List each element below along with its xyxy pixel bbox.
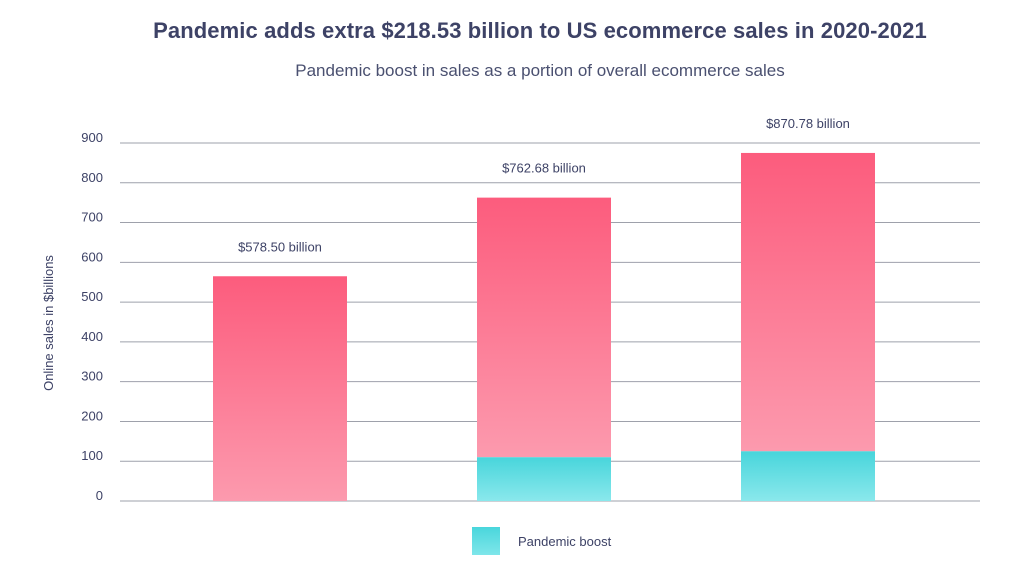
legend: Pandemic boost — [472, 527, 611, 555]
bar-total-label-1: $578.50 billion — [238, 239, 322, 254]
y-tick-label-600: 600 — [81, 249, 103, 264]
y-tick-label-200: 200 — [81, 408, 103, 423]
bar-total-label-2: $762.68 billion — [502, 161, 586, 176]
y-axis-ticks: 0 100 200 300 400 500 600 700 800 900 — [81, 130, 103, 503]
y-tick-label-0: 0 — [96, 488, 103, 503]
y-tick-label-400: 400 — [81, 329, 103, 344]
bar-total-1 — [213, 276, 347, 501]
bar-total-labels: $578.50 billion $762.68 billion $870.78 bi… — [238, 116, 850, 254]
bar-pandemic-boost-3 — [741, 451, 875, 501]
y-tick-label-800: 800 — [81, 170, 103, 185]
chart-title: Pandemic adds extra $218.53 billion to U… — [153, 18, 927, 43]
y-tick-label-900: 900 — [81, 130, 103, 145]
legend-label-pandemic-boost: Pandemic boost — [518, 533, 612, 549]
y-axis-label: Online sales in $billions — [41, 255, 56, 391]
y-tick-label-500: 500 — [81, 289, 103, 304]
bar-pandemic-boost-2 — [477, 457, 611, 501]
bars — [213, 152, 875, 501]
bar-total-2 — [477, 197, 611, 458]
bar-total-label-3: $870.78 billion — [766, 116, 850, 131]
y-tick-label-300: 300 — [81, 369, 103, 384]
chart-subtitle: Pandemic boost in sales as a portion of … — [295, 61, 785, 80]
y-tick-label-700: 700 — [81, 210, 103, 225]
y-tick-label-100: 100 — [81, 448, 103, 463]
bar-total-3 — [741, 152, 875, 452]
legend-swatch-pandemic-boost — [472, 527, 500, 555]
